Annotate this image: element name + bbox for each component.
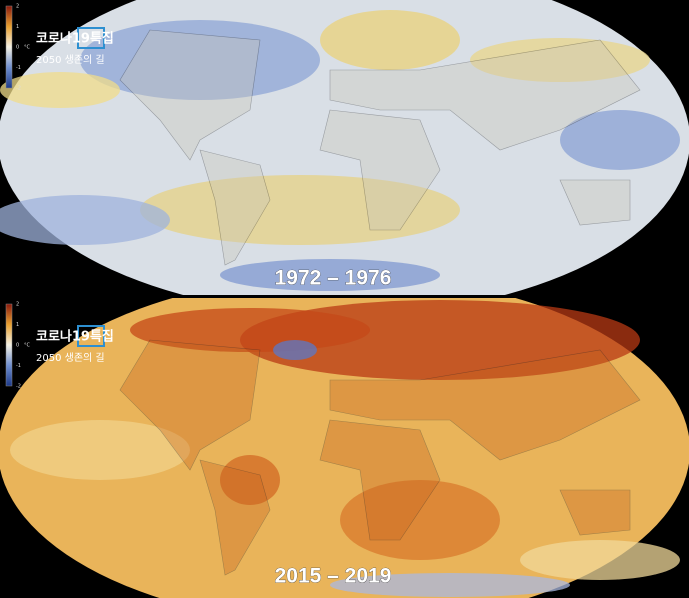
- north-america: [119, 339, 261, 471]
- badge-title: 코로나19특집: [36, 31, 114, 47]
- period-label: 2015 – 2019: [275, 565, 392, 588]
- temperature-anomaly: [340, 480, 500, 560]
- scale-tick: 2: [16, 302, 19, 308]
- temperature-anomaly: [220, 259, 440, 291]
- temperature-anomaly: [470, 38, 650, 82]
- scale-tick: -2: [16, 384, 21, 390]
- map-panel: [0, 298, 689, 598]
- eurasia: [329, 349, 641, 461]
- eurasia: [329, 39, 641, 151]
- temperature-anomaly: [0, 195, 170, 245]
- color-scale: [5, 5, 13, 89]
- scale-unit: °C: [24, 45, 31, 51]
- temperature-anomaly: [130, 308, 370, 352]
- scale-tick: -1: [16, 65, 21, 71]
- temperature-anomaly: [560, 110, 680, 170]
- scale-tick: -2: [16, 86, 21, 92]
- temperature-anomaly: [320, 10, 460, 70]
- temperature-anomaly: [80, 20, 320, 100]
- north-america: [119, 29, 261, 161]
- africa: [319, 109, 441, 231]
- scale-tick: -1: [16, 363, 21, 369]
- australia: [559, 179, 631, 226]
- scale-tick: 0: [16, 45, 19, 51]
- south-america: [199, 459, 271, 576]
- scale-unit: °C: [24, 343, 31, 349]
- australia: [559, 489, 631, 536]
- scale-tick: 0: [16, 343, 19, 349]
- temperature-anomaly: [140, 175, 460, 245]
- badge-subtitle: 2050 생존의 길: [36, 53, 105, 66]
- scale-tick: 1: [16, 322, 19, 328]
- temperature-anomaly: [273, 340, 317, 360]
- temperature-anomaly: [0, 72, 120, 108]
- temperature-anomaly: [220, 455, 280, 505]
- badge-box: [77, 325, 105, 347]
- map-panel: [0, 0, 689, 295]
- temperature-anomaly: [520, 540, 680, 580]
- africa: [319, 419, 441, 541]
- color-scale: [5, 303, 13, 387]
- badge-subtitle: 2050 생존의 길: [36, 351, 105, 364]
- badge-box: [77, 27, 105, 49]
- period-label: 1972 – 1976: [275, 267, 392, 290]
- temperature-anomaly: [10, 420, 190, 480]
- temperature-anomaly: [330, 573, 570, 597]
- south-america: [199, 149, 271, 266]
- badge-title: 코로나19특집: [36, 329, 114, 345]
- scale-tick: 1: [16, 24, 19, 30]
- scale-tick: 2: [16, 4, 19, 10]
